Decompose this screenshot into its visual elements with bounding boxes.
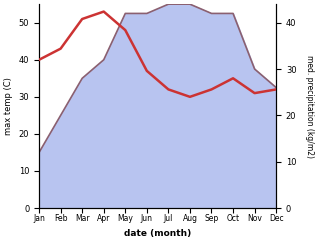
Y-axis label: max temp (C): max temp (C) bbox=[4, 77, 13, 135]
Y-axis label: med. precipitation (kg/m2): med. precipitation (kg/m2) bbox=[305, 55, 314, 158]
X-axis label: date (month): date (month) bbox=[124, 229, 191, 238]
